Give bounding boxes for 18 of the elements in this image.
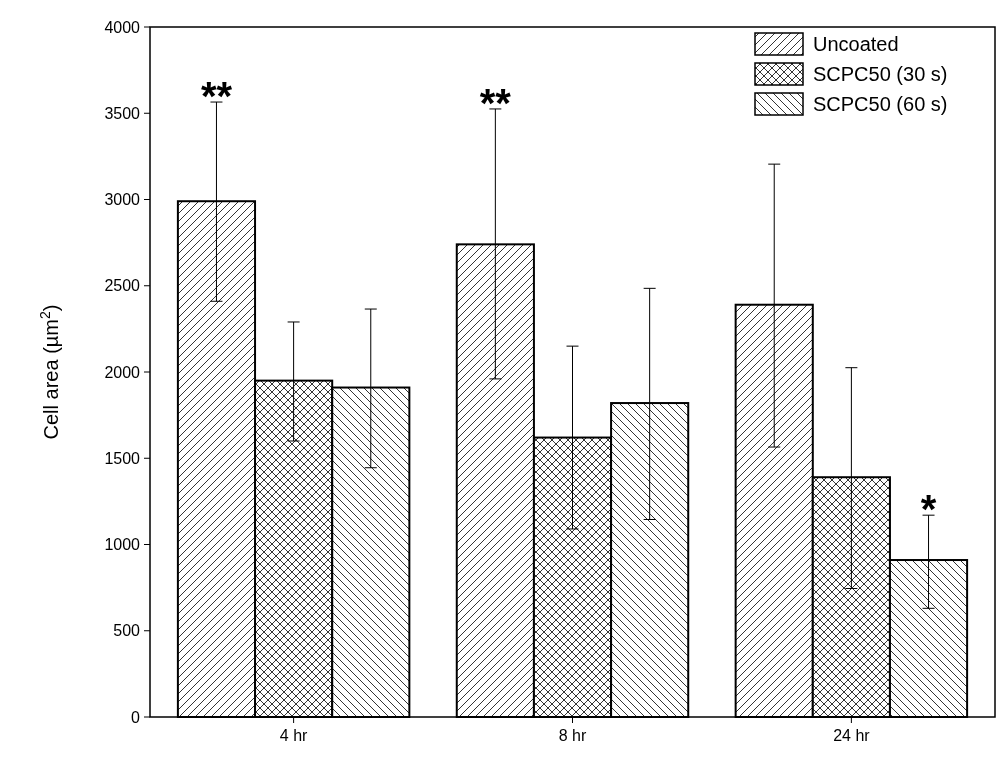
y-tick-label: 2000 — [104, 363, 141, 381]
x-tick-label: 8 hr — [558, 727, 587, 744]
y-tick-label: 500 — [113, 622, 141, 640]
y-tick-label: 1000 — [104, 536, 141, 554]
annotation: * — [920, 487, 937, 532]
y-tick-label: 2500 — [104, 277, 141, 295]
x-tick-label: 4 hr — [279, 727, 309, 744]
annotation: ** — [200, 74, 233, 119]
y-tick-label: 1500 — [104, 449, 141, 467]
legend-label: SCPC50 (60 s) — [813, 93, 948, 115]
y-tick-label: 0 — [131, 708, 141, 726]
y-tick-label: 3000 — [104, 191, 141, 209]
x-tick-label: 24 hr — [833, 727, 871, 744]
legend-label: SCPC50 (30 s) — [813, 63, 948, 85]
y-tick-label: 4000 — [104, 18, 141, 36]
annotation: ** — [479, 80, 512, 125]
y-tick-label: 3500 — [104, 104, 141, 122]
legend-label: Uncoated — [813, 33, 899, 55]
